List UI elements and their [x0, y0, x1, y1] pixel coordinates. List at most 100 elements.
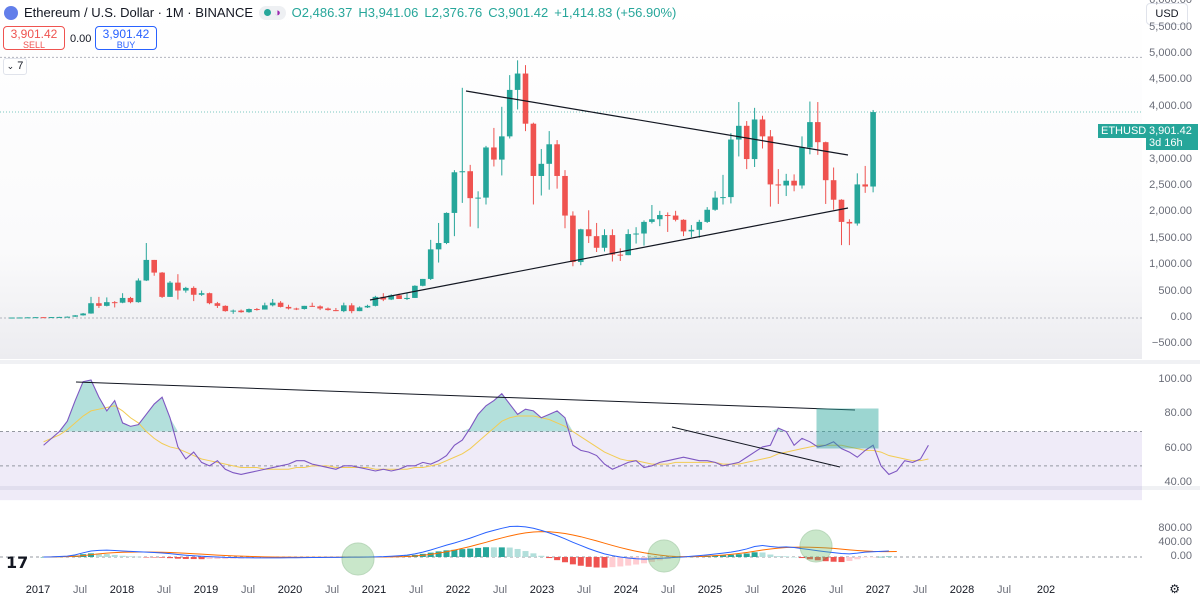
candle-body	[372, 296, 379, 306]
macd-histogram-bar	[143, 557, 150, 558]
candle	[372, 295, 379, 307]
candle-body	[601, 235, 608, 248]
candle	[167, 281, 173, 297]
candle-body	[435, 243, 442, 250]
market-status-pill[interactable]: ◑	[259, 5, 286, 20]
macd-histogram-bar	[222, 557, 229, 559]
candle	[80, 312, 86, 316]
macd-histogram-bar	[443, 550, 450, 557]
macd-histogram-bar	[648, 557, 655, 562]
time-tick-label: Jul	[828, 584, 844, 596]
candle	[641, 220, 647, 246]
candle	[649, 205, 655, 224]
candle	[262, 302, 268, 310]
macd-histogram-bar	[190, 557, 197, 560]
candle	[728, 133, 734, 204]
price-tick-label: 2,000.00	[1149, 205, 1192, 218]
rsi-short-trendline	[671, 426, 841, 468]
macd-histogram-bar	[822, 557, 829, 562]
time-tick-label: Jul	[324, 584, 340, 596]
time-tick-label: 2022	[445, 584, 471, 596]
candle-body	[522, 73, 529, 124]
candle-body	[277, 302, 284, 307]
time-tick-label: 2025	[697, 584, 723, 596]
candle-body	[238, 310, 244, 313]
bar-countdown: 3d 16h	[1149, 137, 1183, 149]
candle	[190, 286, 197, 302]
candle	[514, 60, 521, 110]
candle-body	[348, 305, 355, 312]
price-scale[interactable]: 6,000.00 5,500.00 5,000.00 4,500.00 4,000.00…	[1142, 0, 1200, 359]
candle	[530, 122, 537, 205]
time-tick-label: 2027	[865, 584, 891, 596]
settings-gear-icon[interactable]: ⚙	[1169, 582, 1180, 596]
candle	[348, 303, 355, 314]
candle-body	[499, 136, 505, 160]
candle	[119, 293, 126, 304]
candle-body	[293, 308, 300, 310]
macd-histogram-bar	[435, 551, 442, 557]
rsi-tick-label: 40.00	[1164, 476, 1192, 488]
candle	[499, 106, 505, 176]
candle-body	[712, 197, 718, 210]
candle-body	[246, 309, 252, 313]
candle-body	[459, 171, 466, 173]
pane-separator[interactable]	[0, 486, 1200, 490]
candle	[696, 219, 703, 238]
candle	[159, 272, 165, 298]
collapse-indicators-button[interactable]: ⌄ 7	[3, 58, 27, 75]
candle-body	[593, 236, 600, 248]
candle	[570, 211, 576, 267]
macd-line	[43, 525, 889, 560]
candle-body	[48, 317, 55, 319]
candle-body	[862, 184, 868, 187]
candle-body	[451, 172, 458, 213]
macd-histogram-bar	[569, 557, 576, 565]
macd-histogram-bar	[814, 557, 821, 561]
candle-body	[838, 199, 845, 222]
candle-body	[269, 302, 276, 306]
macd-scale[interactable]: 800.00 400.00 0.00	[1142, 490, 1200, 578]
candle	[301, 305, 308, 310]
candle-body	[680, 219, 687, 232]
candle	[104, 297, 110, 307]
macd-tick-label: 800.00	[1158, 522, 1192, 534]
pane-separator[interactable]	[0, 360, 1200, 364]
macd-histogram-bar	[490, 547, 497, 557]
candle-body	[483, 147, 489, 198]
candle-body	[119, 297, 126, 303]
symbol-price-tag: ETHUSD	[1098, 124, 1150, 138]
time-tick-label: 2018	[109, 584, 135, 596]
last-price-value: 3,901.42	[1149, 125, 1192, 137]
candle	[736, 102, 742, 157]
candle	[40, 317, 47, 319]
candle-body	[206, 293, 213, 304]
price-tick-label: 500.00	[1158, 284, 1192, 297]
candle	[633, 227, 639, 244]
chart-canvas[interactable]	[0, 0, 1142, 584]
buy-button[interactable]: 3,901.42 BUY	[95, 26, 157, 50]
candle-body	[704, 209, 710, 222]
candle	[680, 219, 687, 237]
price-pane[interactable]	[0, 0, 1142, 359]
currency-button[interactable]: USD	[1146, 3, 1188, 25]
time-tick-label: 202	[1036, 584, 1056, 596]
symbol-title[interactable]: Ethereum / U.S. Dollar · 1M · BINANCE	[24, 5, 253, 20]
candle-body	[696, 221, 703, 230]
candle-body	[341, 305, 347, 312]
macd-tick-label: 0.00	[1170, 550, 1192, 562]
candle	[404, 292, 410, 301]
candle	[183, 286, 189, 293]
candle-body	[167, 282, 173, 297]
rsi-scale[interactable]: 100.00 80.00 60.00 40.00	[1142, 364, 1200, 488]
candle-body	[80, 313, 86, 316]
macd-histogram-bar	[735, 554, 742, 557]
macd-histogram-bar	[838, 557, 845, 563]
sell-button[interactable]: 3,901.42 SELL	[3, 26, 65, 50]
macd-histogram-bar	[151, 557, 158, 558]
candle-body	[617, 254, 624, 256]
rsi-tick-label: 100.00	[1158, 373, 1192, 385]
candle-body	[775, 184, 782, 186]
candle	[554, 140, 560, 189]
ohlc-open: O2,486.37	[291, 5, 353, 20]
